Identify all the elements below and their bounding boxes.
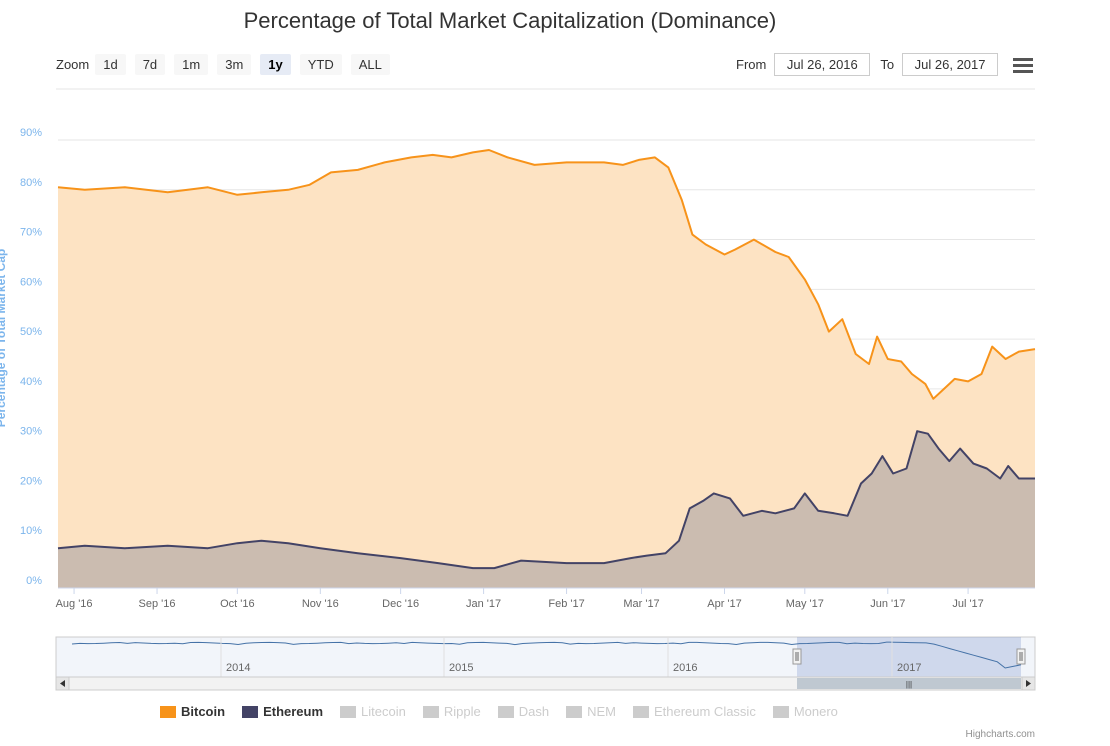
navigator-year-label: 2017 <box>897 662 921 674</box>
legend-item-nem[interactable]: NEM <box>566 704 616 719</box>
y-tick-label: 50% <box>20 326 42 338</box>
y-axis-ticks: 0% 10% 20% 30% 40% 50% 60% 70% 80% 90% <box>20 127 42 587</box>
navigator-handle-right <box>1016 648 1026 665</box>
legend-swatch-ripple <box>422 705 439 718</box>
navigator[interactable]: 2014 2015 2016 2017 ||| <box>55 636 1036 691</box>
legend-label-bitcoin: Bitcoin <box>181 704 226 719</box>
legend-label-ripple: Ripple <box>443 704 481 719</box>
legend-label-monero: Monero <box>793 704 838 719</box>
series-group <box>57 149 1036 588</box>
series-area-bitcoin <box>58 150 1035 588</box>
scrollbar-grip: ||| <box>906 680 912 689</box>
zoom-ytd-button[interactable]: YTD <box>299 53 342 75</box>
series-line-ethereum <box>57 430 1035 570</box>
legend-swatch-nem <box>566 705 583 718</box>
legend-label-ethereum: Ethereum <box>263 704 324 719</box>
hamburger-menu-icon[interactable] <box>1013 58 1033 74</box>
arrow-left-icon <box>60 680 65 687</box>
x-tick-label: Mar '17 <box>623 598 659 610</box>
series-line-bitcoin <box>57 149 1036 400</box>
x-tick-label: Aug '16 <box>56 598 93 610</box>
scrollbar-thumb <box>797 678 1021 689</box>
legend-label-ethereum-classic: Ethereum Classic <box>653 704 756 719</box>
zoom-all-button[interactable]: ALL <box>350 53 390 75</box>
date-range-selector: From Jul 26, 2016 To Jul 26, 2017 <box>736 53 1008 76</box>
legend: Bitcoin Ethereum Litecoin Ripple Dash NE… <box>160 704 855 719</box>
zoom-3m-button[interactable]: 3m <box>217 53 252 75</box>
y-tick-label: 70% <box>20 227 42 239</box>
zoom-label: Zoom <box>56 56 90 72</box>
x-tick-label: Nov '16 <box>302 598 339 610</box>
x-tick-label: Apr '17 <box>707 598 742 610</box>
x-tick-label: Sep '16 <box>139 598 176 610</box>
from-label: From <box>736 57 767 72</box>
x-tick-label: Jul '17 <box>952 598 983 610</box>
legend-item-dash[interactable]: Dash <box>497 704 550 719</box>
x-tick-label: Dec '16 <box>382 598 419 610</box>
chart-title: Percentage of Total Market Capitalizatio… <box>243 8 777 33</box>
navigator-year-label: 2016 <box>673 662 697 674</box>
zoom-7d-button[interactable]: 7d <box>134 53 166 75</box>
legend-label-dash: Dash <box>518 704 550 719</box>
y-tick-label: 30% <box>20 426 42 438</box>
zoom-1d-button[interactable]: 1d <box>95 53 126 75</box>
y-tick-label: 60% <box>20 276 42 288</box>
arrow-right-icon <box>1026 680 1031 687</box>
zoom-1m-button[interactable]: 1m <box>174 53 209 75</box>
x-tick-label: Oct '16 <box>220 598 255 610</box>
y-axis-label: Percentage of Total Market Cap <box>0 249 8 428</box>
navigator-year-label: 2014 <box>226 662 250 674</box>
y-tick-label: 90% <box>20 127 42 139</box>
legend-swatch-litecoin <box>340 705 357 718</box>
legend-item-bitcoin[interactable]: Bitcoin <box>160 704 225 719</box>
y-tick-label: 80% <box>20 177 42 189</box>
legend-label-nem: NEM <box>587 704 616 719</box>
to-date-input[interactable]: Jul 26, 2017 <box>902 53 999 76</box>
legend-item-ethereum-classic[interactable]: Ethereum Classic <box>632 704 756 719</box>
legend-swatch-ethereum-classic <box>632 705 649 718</box>
x-tick-label: Jun '17 <box>870 598 905 610</box>
legend-item-monero[interactable]: Monero <box>772 704 838 719</box>
from-date-input[interactable]: Jul 26, 2016 <box>774 53 871 76</box>
credits-link[interactable]: Highcharts.com <box>965 729 1035 740</box>
legend-item-ripple[interactable]: Ripple <box>422 704 481 719</box>
x-tick-label: May '17 <box>786 598 824 610</box>
zoom-1y-button[interactable]: 1y <box>260 53 291 75</box>
legend-swatch-ethereum <box>242 705 259 718</box>
y-tick-label: 10% <box>20 525 42 537</box>
navigator-series-line <box>71 641 1022 669</box>
legend-swatch-monero <box>772 705 789 718</box>
x-tick-label: Feb '17 <box>548 598 584 610</box>
series-area-ethereum <box>58 431 1035 588</box>
navigator-handle-left <box>792 648 802 665</box>
legend-label-litecoin: Litecoin <box>361 704 406 719</box>
y-tick-label: 0% <box>26 575 42 587</box>
legend-swatch-dash <box>497 705 514 718</box>
x-tick-label: Jan '17 <box>466 598 501 610</box>
to-label: To <box>880 57 895 72</box>
legend-item-ethereum[interactable]: Ethereum <box>242 704 323 719</box>
navigator-year-label: 2015 <box>449 662 473 674</box>
legend-swatch-bitcoin <box>160 705 176 718</box>
zoom-toolbar: Zoom 1d 7d 1m 3m 1y YTD ALL <box>56 52 399 76</box>
y-tick-label: 40% <box>20 376 42 388</box>
navigator-selection <box>797 637 1021 677</box>
y-tick-label: 20% <box>20 475 42 487</box>
legend-item-litecoin[interactable]: Litecoin <box>340 704 406 719</box>
x-axis-ticks: Aug '16 Sep '16 Oct '16 Nov '16 Dec '16 Jan '… <box>56 587 1035 610</box>
